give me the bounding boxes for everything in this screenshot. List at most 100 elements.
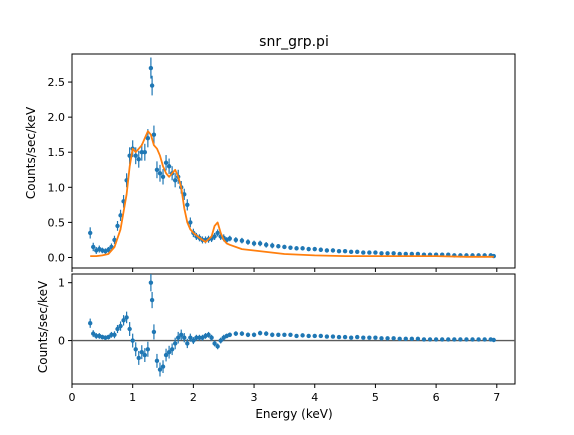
top-data-point xyxy=(403,251,408,257)
bottom-data-point xyxy=(233,331,239,336)
bottom-data-point xyxy=(130,338,135,343)
bottom-data-point xyxy=(263,331,269,336)
top-data-point xyxy=(157,171,163,176)
top-data-point xyxy=(324,248,330,253)
bottom-data-point xyxy=(294,333,299,339)
bottom-xlabel: Energy (keV) xyxy=(255,407,332,421)
bottom-xtick-label: 0 xyxy=(69,391,76,404)
top-data-point xyxy=(270,243,275,248)
bottom-data-point xyxy=(148,280,154,285)
bottom-data-point xyxy=(324,334,330,339)
bottom-xtick-label: 1 xyxy=(129,391,136,404)
bottom-data-point xyxy=(118,323,123,329)
bottom-data-point xyxy=(157,367,163,372)
top-data-point xyxy=(367,250,372,255)
bottom-data-point xyxy=(439,337,445,342)
top-data-point xyxy=(379,251,384,256)
bottom-data-point xyxy=(476,337,481,342)
bottom-axes-frame xyxy=(71,273,516,385)
top-data-point xyxy=(245,239,251,245)
bottom-data-point xyxy=(306,333,311,339)
bottom-data-point xyxy=(421,337,427,342)
top-data-point xyxy=(215,230,220,236)
top-data-point xyxy=(348,249,354,255)
top-data-point xyxy=(160,174,166,179)
bottom-ytick-label: 1 xyxy=(58,277,65,290)
top-data-point xyxy=(151,132,157,137)
bottom-data-point xyxy=(312,333,317,339)
top-data-point xyxy=(355,249,360,255)
bottom-data-point xyxy=(169,347,175,352)
bottom-data-point xyxy=(367,335,372,340)
bottom-data-point xyxy=(270,332,275,337)
bottom-data-point xyxy=(427,337,433,342)
top-data-point xyxy=(391,251,396,256)
bottom-data-point xyxy=(212,341,217,346)
bottom-data-point xyxy=(142,352,148,358)
bottom-data-point xyxy=(336,334,342,340)
top-data-point xyxy=(91,244,96,250)
top-data-point xyxy=(163,160,169,165)
top-data-point xyxy=(172,178,178,183)
bottom-data-point xyxy=(179,332,184,337)
bottom-data-point xyxy=(251,332,257,337)
top-data-point xyxy=(312,246,317,252)
bottom-data-point xyxy=(282,332,287,337)
bottom-data-point xyxy=(136,355,141,361)
top-data-point xyxy=(294,246,299,251)
top-ytick-label: 1.0 xyxy=(48,181,66,194)
bottom-data-point xyxy=(355,334,360,340)
bottom-data-point xyxy=(106,334,111,340)
top-data-point xyxy=(373,250,378,255)
bottom-data-point xyxy=(127,326,132,332)
bottom-data-point xyxy=(160,364,166,369)
top-data-point xyxy=(257,241,263,246)
bottom-data-point xyxy=(227,332,232,337)
bottom-data-point xyxy=(112,332,117,337)
bottom-data-point xyxy=(397,336,402,342)
top-data-point xyxy=(415,251,421,257)
top-ytick-label: 2.0 xyxy=(48,111,66,124)
bottom-data-point xyxy=(209,335,214,340)
bottom-data-point xyxy=(300,333,305,338)
bottom-data-point xyxy=(379,336,384,341)
top-data-point xyxy=(239,238,245,243)
bottom-data-point xyxy=(385,336,390,341)
bottom-data-point xyxy=(154,358,160,364)
bottom-data-point xyxy=(452,337,457,342)
top-ytick-label: 0.0 xyxy=(48,251,66,264)
bottom-data-point xyxy=(276,332,281,337)
bottom-data-point xyxy=(464,337,469,342)
top-data-point xyxy=(106,247,111,252)
bottom-data-point xyxy=(182,335,187,340)
bottom-xtick-label: 7 xyxy=(493,391,500,404)
top-data-point xyxy=(188,220,193,225)
top-data-point xyxy=(212,234,217,239)
bottom-data-point xyxy=(149,297,155,303)
bottom-data-point xyxy=(391,336,396,341)
top-data-point xyxy=(133,153,138,158)
top-data-point xyxy=(288,245,293,250)
top-data-point xyxy=(336,248,342,254)
top-ytick-label: 2.5 xyxy=(48,76,66,89)
top-data-point xyxy=(263,242,269,248)
bottom-panel: 0 1 0 1 2 3 4 5 6 7 xyxy=(58,273,516,404)
top-data-point xyxy=(118,213,123,218)
bottom-xtick-label: 5 xyxy=(372,391,379,404)
bottom-xtick-label: 3 xyxy=(251,391,258,404)
bottom-data-point xyxy=(458,337,463,342)
bottom-data-point xyxy=(342,334,348,340)
top-data-point xyxy=(136,157,141,162)
bottom-data-point xyxy=(403,336,408,342)
top-model-line xyxy=(90,130,494,258)
top-data-point xyxy=(300,246,305,251)
bottom-data-point xyxy=(91,331,96,336)
top-data-point xyxy=(88,230,93,236)
top-data-point xyxy=(154,167,160,172)
bottom-data-point xyxy=(318,333,324,339)
bottom-data-point xyxy=(257,330,263,336)
bottom-data-point xyxy=(115,326,120,332)
top-data-point xyxy=(166,164,172,169)
top-data-point xyxy=(409,251,415,257)
top-panel: 0.0 0.5 1.0 1.5 2.0 2.5 xyxy=(48,53,516,272)
